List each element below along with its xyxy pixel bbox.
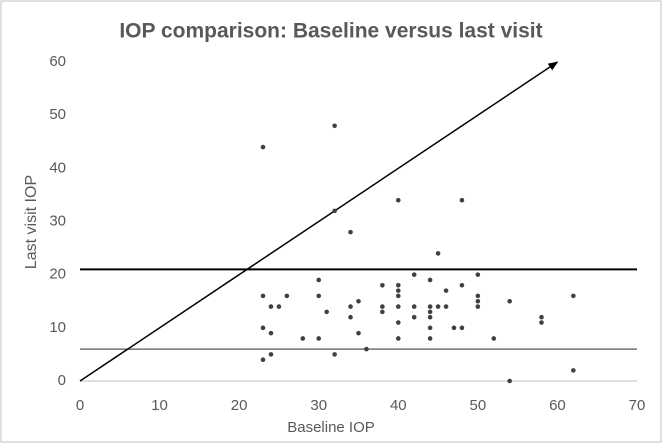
point <box>316 336 322 341</box>
point <box>332 352 337 357</box>
x-axis-label: Baseline IOP <box>287 419 375 436</box>
point <box>507 298 512 304</box>
x-tick-label: 70 <box>629 397 646 414</box>
point <box>427 325 433 331</box>
point <box>507 378 512 384</box>
y-tick-label: 60 <box>49 53 66 70</box>
point <box>380 304 385 309</box>
point <box>348 314 353 320</box>
x-tick-label: 20 <box>231 397 248 414</box>
x-tick-label: 50 <box>470 397 487 414</box>
x-tick-label: 10 <box>151 397 168 414</box>
point <box>539 320 544 325</box>
x-tick-label: 30 <box>310 397 327 414</box>
point <box>411 314 417 320</box>
y-tick-label: 50 <box>49 106 66 123</box>
point <box>316 277 322 283</box>
point <box>284 293 290 299</box>
point <box>427 336 433 341</box>
x-tick-label: 0 <box>76 397 84 414</box>
point <box>395 304 401 309</box>
point <box>427 304 433 309</box>
point <box>380 309 385 315</box>
point <box>356 298 361 304</box>
y-tick-label: 40 <box>49 159 66 176</box>
point <box>300 336 306 341</box>
point <box>475 304 481 309</box>
point <box>443 288 449 293</box>
point <box>451 325 457 331</box>
point <box>348 304 353 309</box>
point <box>260 144 266 150</box>
point <box>316 293 322 299</box>
point <box>268 352 274 357</box>
point <box>324 309 329 315</box>
point <box>459 283 465 288</box>
point <box>475 272 481 277</box>
y-tick-label: 30 <box>49 212 66 229</box>
y-tick-label: 20 <box>49 266 66 283</box>
point <box>332 208 337 214</box>
point <box>380 283 385 288</box>
point <box>475 298 481 304</box>
point <box>332 123 337 129</box>
reference-arrow <box>79 61 559 382</box>
point <box>475 293 481 299</box>
x-tick-label: 40 <box>390 397 407 414</box>
point <box>395 293 401 299</box>
point <box>260 325 266 331</box>
point <box>427 314 433 320</box>
point <box>260 357 266 363</box>
point <box>459 325 465 331</box>
point <box>395 197 401 203</box>
point <box>395 336 401 341</box>
point <box>459 197 465 203</box>
point <box>435 251 441 256</box>
point <box>571 368 576 373</box>
y-tick-label: 10 <box>49 319 66 336</box>
point <box>411 272 417 277</box>
point <box>268 330 274 336</box>
point <box>427 277 433 283</box>
y-axis-label: Last visit IOP <box>23 175 40 269</box>
point <box>260 293 266 299</box>
y-tick-label: 0 <box>58 372 66 389</box>
point <box>539 314 544 320</box>
point <box>491 336 497 341</box>
point <box>364 346 369 352</box>
point <box>395 320 401 325</box>
point <box>268 304 274 309</box>
x-tick-label: 60 <box>549 397 566 414</box>
point <box>276 304 282 309</box>
point <box>443 304 449 309</box>
point <box>395 288 401 293</box>
point <box>571 293 576 299</box>
point <box>435 304 441 309</box>
point <box>395 283 401 288</box>
chart-title: IOP comparison: Baseline versus last vis… <box>119 20 542 43</box>
point <box>427 309 433 315</box>
point <box>356 330 361 336</box>
point <box>348 229 353 235</box>
point <box>411 304 417 309</box>
